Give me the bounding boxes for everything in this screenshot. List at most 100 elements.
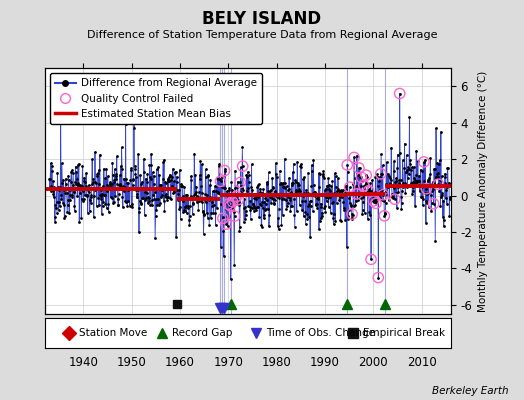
Point: [393, 165, 401, 172]
Point: [296, 202, 304, 209]
Point: [269, 200, 278, 207]
Point: [345, 194, 354, 201]
Point: [226, 276, 235, 282]
Point: [350, 154, 358, 161]
Point: [444, 182, 452, 188]
Point: [359, 182, 368, 189]
Point: [221, 167, 229, 174]
Point: [326, 188, 334, 194]
Point: [370, 198, 378, 204]
Point: [80, 174, 88, 181]
Point: [300, 190, 309, 196]
Point: [238, 144, 246, 150]
Point: [397, 194, 405, 200]
Point: [215, 191, 224, 197]
Point: [421, 198, 430, 204]
Point: [324, 195, 332, 201]
Point: [51, 218, 59, 225]
Point: [310, 182, 318, 189]
Point: [99, 183, 107, 189]
Point: [334, 186, 343, 192]
Point: [122, 199, 130, 205]
Point: [354, 193, 363, 199]
Point: [223, 191, 232, 198]
Point: [45, 176, 53, 182]
Point: [384, 170, 392, 177]
Point: [417, 194, 425, 200]
Point: [325, 181, 334, 188]
Point: [141, 196, 150, 203]
Point: [201, 166, 210, 173]
Point: [150, 189, 159, 196]
Point: [278, 196, 286, 202]
Point: [84, 182, 93, 188]
Point: [355, 165, 363, 171]
Point: [307, 183, 315, 189]
Point: [328, 192, 336, 199]
Point: [65, 210, 73, 216]
Point: [422, 186, 431, 192]
Point: [107, 181, 116, 187]
Point: [337, 187, 345, 194]
Point: [360, 186, 368, 192]
Point: [180, 184, 188, 190]
Point: [357, 177, 366, 184]
Point: [387, 144, 396, 151]
Point: [80, 178, 89, 184]
Point: [356, 174, 364, 180]
Point: [139, 195, 148, 201]
Point: [212, 183, 220, 190]
Point: [356, 164, 364, 171]
Point: [133, 191, 141, 198]
Point: [205, 182, 214, 188]
Point: [445, 180, 453, 186]
Point: [304, 214, 313, 220]
Point: [218, 174, 226, 180]
Point: [55, 187, 63, 194]
Point: [271, 197, 279, 204]
Point: [195, 172, 204, 178]
Point: [124, 180, 132, 186]
Point: [396, 90, 404, 97]
Point: [356, 195, 365, 202]
Point: [141, 189, 149, 196]
Point: [93, 172, 101, 179]
Point: [396, 90, 404, 97]
Point: [309, 157, 318, 164]
Point: [153, 202, 161, 208]
Point: [239, 219, 248, 226]
Point: [340, 207, 348, 213]
Point: [101, 192, 109, 198]
Point: [240, 196, 248, 202]
Point: [156, 182, 164, 188]
Point: [245, 204, 254, 210]
Point: [98, 191, 106, 197]
Point: [174, 186, 183, 193]
Point: [434, 170, 442, 176]
Point: [274, 223, 282, 229]
Point: [293, 182, 302, 188]
Point: [443, 165, 452, 172]
Point: [129, 176, 137, 182]
Point: [112, 173, 120, 179]
Point: [232, 191, 241, 197]
Point: [283, 193, 292, 200]
Point: [63, 209, 71, 215]
Point: [320, 204, 329, 211]
Point: [74, 180, 83, 186]
Point: [372, 200, 380, 206]
Point: [235, 198, 243, 205]
Point: [331, 170, 339, 176]
Point: [164, 178, 172, 184]
Point: [221, 167, 229, 174]
Point: [290, 212, 299, 218]
Point: [222, 206, 230, 212]
Point: [415, 172, 423, 179]
Point: [110, 177, 118, 183]
Point: [126, 177, 135, 183]
Text: Empirical Break: Empirical Break: [363, 328, 445, 338]
Text: Berkeley Earth: Berkeley Earth: [432, 386, 508, 396]
Point: [128, 204, 136, 210]
Point: [162, 193, 170, 200]
Point: [261, 195, 269, 201]
